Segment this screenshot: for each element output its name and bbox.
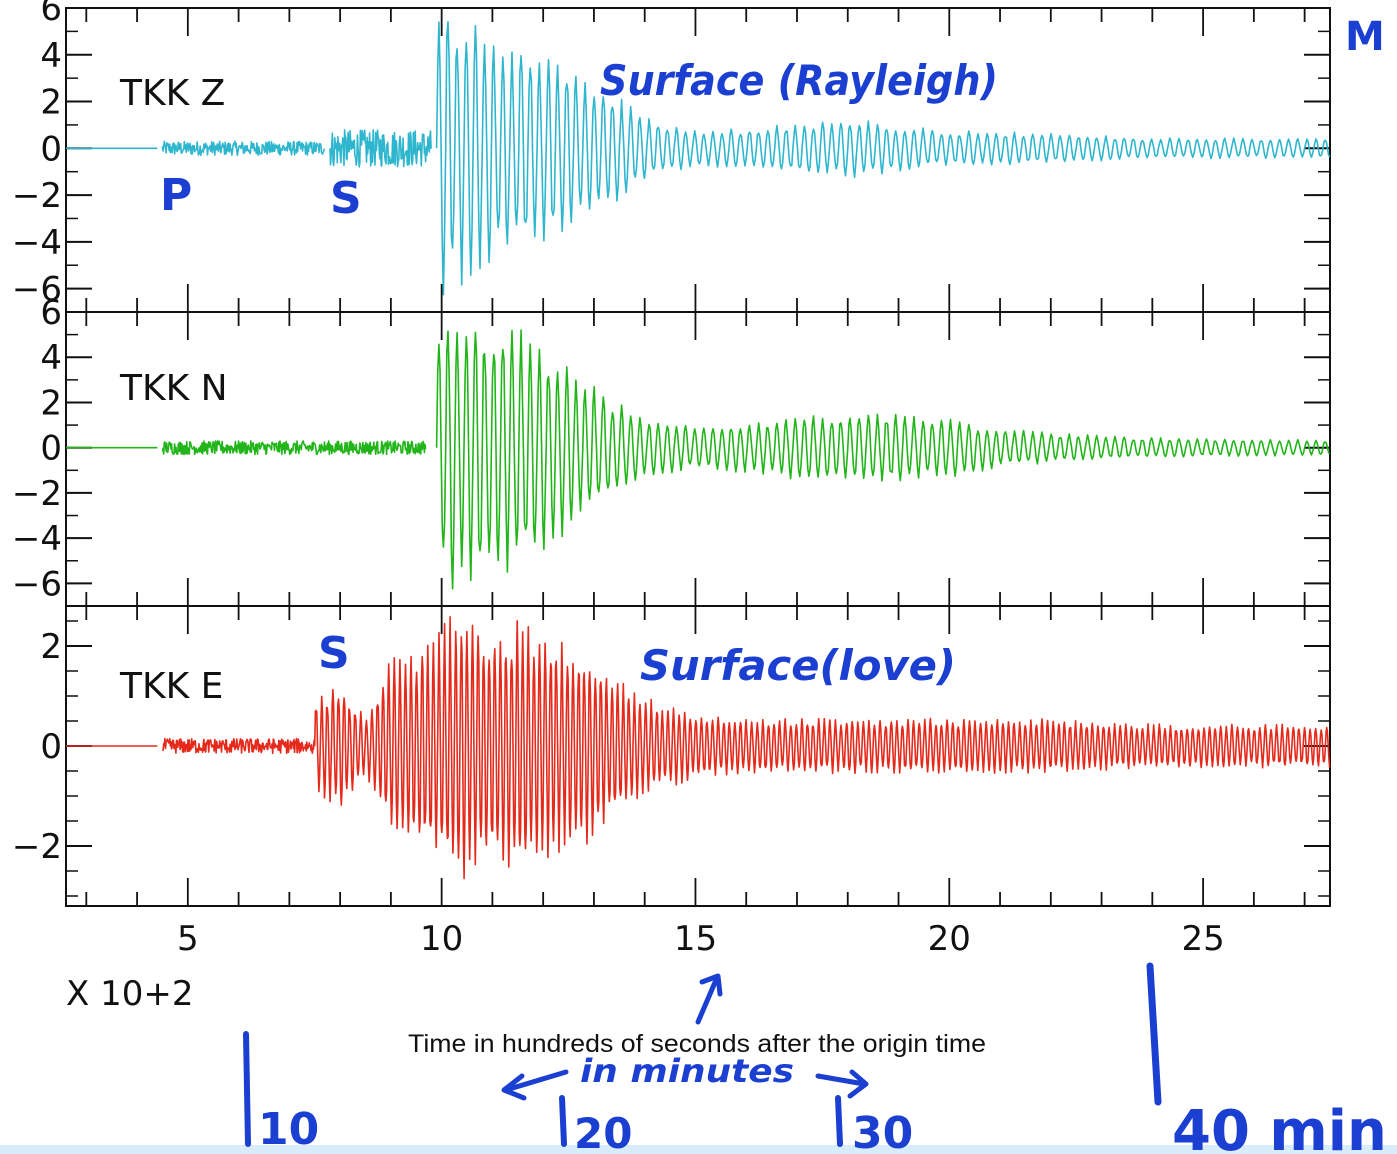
y-tick-label: 4 — [40, 36, 62, 76]
annotation-m: M — [1345, 14, 1385, 60]
panel-label-n: TKK N — [119, 368, 228, 409]
x-multiplier: X 10+2 — [66, 974, 193, 1014]
waveform-e — [66, 616, 1331, 880]
scan-band — [0, 1145, 1397, 1154]
y-tick-label: 2 — [40, 383, 62, 423]
minute-marker-10 — [243, 1031, 251, 1147]
annotation-in-minutes: in minutes — [580, 1052, 794, 1090]
y-tick-label: −2 — [12, 827, 62, 867]
minute-label-20: 20 — [574, 1109, 632, 1154]
panel-e: 2 0 −2 — [12, 605, 1331, 907]
annotation-s-wave-e: S — [318, 628, 350, 679]
minute-marker-30 — [835, 1095, 843, 1147]
x-axis: 5 10 15 20 25 — [177, 919, 1225, 959]
x-tick-label: 20 — [928, 919, 971, 959]
y-tick-label: −4 — [12, 223, 62, 263]
y-tick-label: −6 — [12, 270, 62, 310]
annotation-love: Surface(love) — [640, 641, 956, 690]
panel-n: 6 4 2 0 −2 −4 −6 — [12, 293, 1331, 607]
arrow-to-15 — [695, 977, 719, 1025]
arrow-right-head — [847, 1069, 869, 1099]
arrow-right-minutes — [815, 1073, 867, 1087]
annotation-s-wave-z: S — [330, 173, 362, 224]
y-tick-label: 0 — [40, 727, 62, 767]
arrow-head-15 — [699, 973, 723, 997]
y-tick-label: 6 — [40, 293, 62, 333]
panel-frame — [65, 605, 1331, 907]
y-tick-label: 2 — [40, 83, 62, 123]
waveform-z — [66, 21, 1331, 296]
y-tick-label: −6 — [12, 564, 62, 604]
arrow-left-minutes — [503, 1069, 569, 1093]
minute-label-10: 10 — [258, 1104, 319, 1154]
panel-label-e: TKK E — [119, 666, 223, 707]
x-axis-label: Time in hundreds of seconds after the or… — [408, 1030, 986, 1058]
x-tick-label: 10 — [420, 919, 463, 959]
minute-marker-20 — [559, 1095, 567, 1147]
annotation-p-wave: P — [160, 170, 192, 221]
panel-z: 6 4 2 0 −2 −4 −6 — [12, 0, 1331, 313]
minute-marker-40 — [1146, 962, 1162, 1106]
arrow-left-head — [501, 1073, 527, 1101]
y-tick-label: 2 — [40, 627, 62, 667]
x-tick-label: 25 — [1181, 919, 1224, 959]
annotation-rayleigh: Surface (Rayleigh) — [600, 56, 998, 105]
y-tick-label: −2 — [12, 176, 62, 216]
y-tick-label: 4 — [40, 338, 62, 378]
y-tick-label: 0 — [40, 129, 62, 169]
y-tick-label: 6 — [40, 0, 62, 29]
minute-label-30: 30 — [852, 1108, 913, 1154]
y-tick-label: 0 — [40, 429, 62, 469]
x-tick-label: 5 — [177, 919, 199, 959]
minute-label-40: 40 min — [1172, 1099, 1387, 1154]
x-tick-label: 15 — [674, 919, 717, 959]
waveform-n — [66, 329, 1331, 590]
panel-label-z: TKK Z — [119, 73, 225, 114]
y-tick-label: −4 — [12, 519, 62, 559]
y-tick-label: −2 — [12, 474, 62, 514]
